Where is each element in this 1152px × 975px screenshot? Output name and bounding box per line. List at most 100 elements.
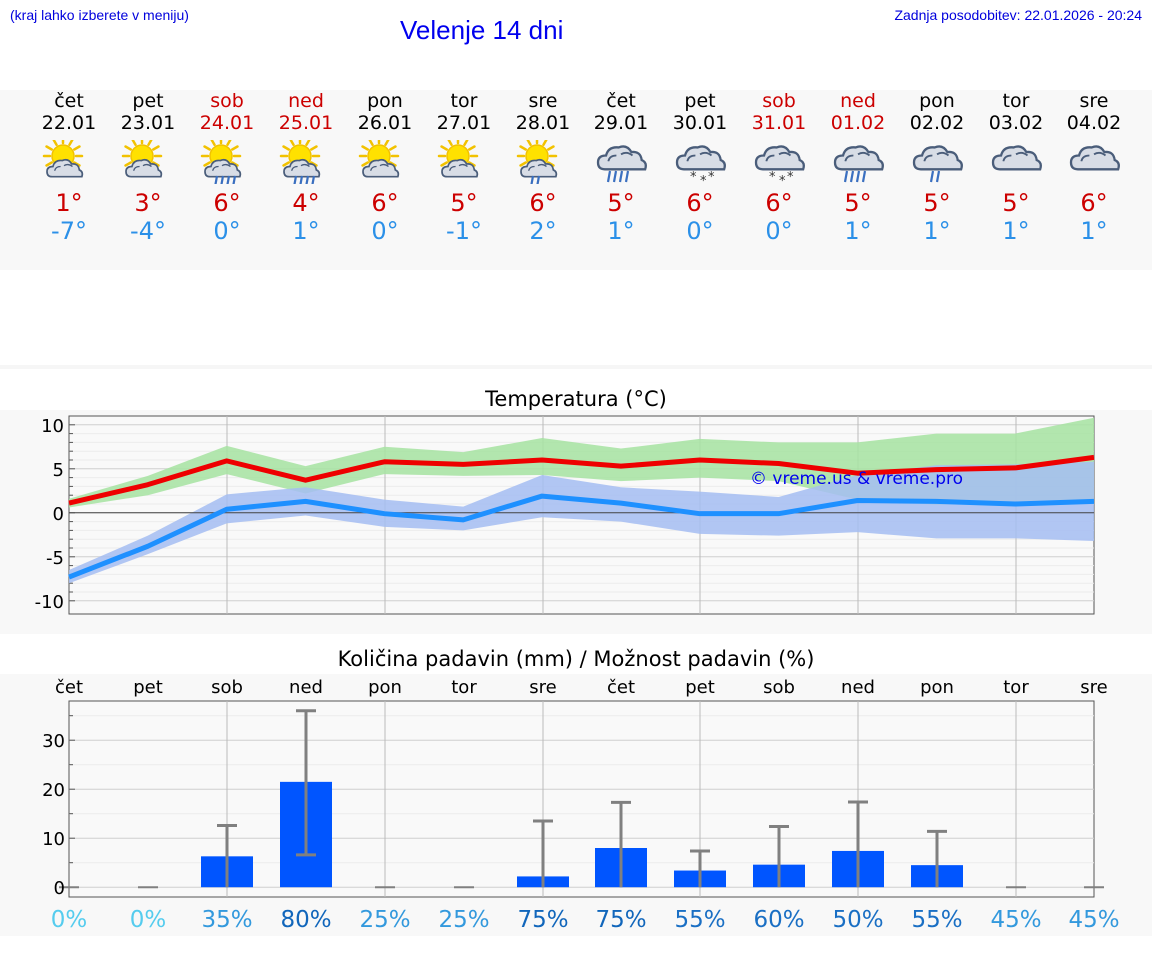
svg-text:*: *	[700, 174, 707, 184]
day-date: 25.01	[278, 112, 334, 134]
min-temperature: 1°	[1002, 217, 1030, 245]
cloud-icon	[976, 140, 1056, 184]
min-temperature: 0°	[686, 217, 714, 245]
last-update: Zadnja posodobitev: 22.01.2026 - 20:24	[894, 7, 1142, 23]
day-name: pon	[367, 90, 403, 112]
temperature-chart-title: Temperatura (°C)	[485, 387, 667, 411]
min-temperature: -1°	[446, 217, 482, 245]
sun-cloud-icon	[29, 140, 109, 184]
day-name: pon	[919, 90, 955, 112]
day-date: 31.01	[751, 112, 807, 134]
max-temperature: 6°	[371, 189, 399, 217]
precipitation-chance-label: 80%	[280, 907, 331, 933]
min-temperature: 1°	[607, 217, 635, 245]
precipitation-day-label: pet	[133, 677, 163, 698]
sun-cloud-icon	[108, 140, 188, 184]
temperature-y-tick-label: 10	[41, 416, 64, 437]
day-name: sre	[1079, 90, 1109, 112]
cloud-rain-icon	[818, 140, 898, 184]
day-date: 30.01	[672, 112, 728, 134]
day-name: čet	[606, 90, 636, 112]
precipitation-chance-label: 0%	[130, 907, 167, 933]
precipitation-day-label: sob	[763, 677, 795, 698]
day-date: 28.01	[515, 112, 571, 134]
page-title: Velenje 14 dni	[400, 15, 564, 45]
max-temperature: 5°	[607, 189, 635, 217]
min-temperature: 0°	[371, 217, 399, 245]
precipitation-day-label: čet	[55, 677, 83, 698]
day-name: sob	[762, 90, 796, 112]
sun-cloud-rain-icon	[187, 140, 267, 184]
day-column: pon 02.02 5° 1°	[897, 90, 977, 246]
temperature-y-tick-label: -10	[35, 592, 64, 613]
max-temperature: 6°	[213, 189, 241, 217]
cloud-icon	[1054, 140, 1134, 184]
svg-text:*: *	[787, 170, 794, 184]
max-temperature-line	[68, 454, 1095, 506]
daily-forecast-panel: čet 22.01 1° -7° pet 23.01 3° -4° sob 24.01 6° 0° ne…	[0, 90, 1152, 270]
svg-text:*: *	[769, 170, 776, 184]
min-temperature: 1°	[923, 217, 951, 245]
cloud-snow-icon: * * *	[660, 140, 740, 184]
precipitation-chart-title: Količina padavin (mm) / Možnost padavin …	[337, 647, 815, 671]
day-name: pet	[132, 90, 164, 112]
max-temperature: 3°	[134, 189, 162, 217]
precipitation-day-label: pet	[685, 677, 715, 698]
temperature-y-tick-label: 5	[53, 460, 64, 481]
day-name: sob	[210, 90, 244, 112]
min-temperature: 2°	[529, 217, 557, 245]
day-name: ned	[840, 90, 876, 112]
precipitation-y-tick-label: 20	[42, 780, 65, 801]
max-temperature: 4°	[292, 189, 320, 217]
day-column: tor 27.01 5° -1°	[424, 90, 504, 246]
min-temperature: 1°	[844, 217, 872, 245]
max-temperature: 1°	[55, 189, 83, 217]
day-name: sre	[528, 90, 558, 112]
day-name: pet	[684, 90, 716, 112]
svg-text:*: *	[779, 174, 786, 184]
svg-text:*: *	[690, 170, 697, 184]
day-column: pon 26.01 6° 0°	[345, 90, 425, 246]
day-column: ned 01.02 5° 1°	[818, 90, 898, 246]
max-temperature: 5°	[1002, 189, 1030, 217]
max-temperature: 5°	[923, 189, 951, 217]
day-date: 03.02	[988, 112, 1044, 134]
max-temperature: 5°	[844, 189, 872, 217]
day-date: 04.02	[1066, 112, 1122, 134]
precipitation-day-label: sob	[211, 677, 243, 698]
max-temperature: 6°	[765, 189, 793, 217]
min-temperature: -7°	[51, 217, 87, 245]
temperature-y-tick-label: -5	[46, 548, 64, 569]
precipitation-y-tick-label: 30	[42, 731, 65, 752]
sun-cloud-rain-icon	[266, 140, 346, 184]
day-name: ned	[288, 90, 324, 112]
precipitation-chance-label: 35%	[201, 907, 252, 933]
precipitation-chance-label: 45%	[990, 907, 1041, 933]
day-column: sre 28.01 6° 2°	[503, 90, 583, 246]
day-column: sob 24.01 6° 0°	[187, 90, 267, 246]
day-column: sre 04.02 6° 1°	[1054, 90, 1134, 246]
min-temperature: -4°	[130, 217, 166, 245]
sun-cloud-light-rain-icon	[503, 140, 583, 184]
min-temperature: 0°	[765, 217, 793, 245]
min-temperature: 0°	[213, 217, 241, 245]
precipitation-chance-label: 55%	[911, 907, 962, 933]
precipitation-chance-label: 25%	[359, 907, 410, 933]
precipitation-day-label: čet	[607, 677, 635, 698]
max-temperature: 6°	[686, 189, 714, 217]
precipitation-chance-label: 55%	[674, 907, 725, 933]
cloud-rain-icon	[581, 140, 661, 184]
cloud-snow-icon: * * *	[739, 140, 819, 184]
precipitation-y-tick-label: 0	[54, 878, 65, 899]
min-temperature-line	[68, 493, 1095, 580]
min-temperature: 1°	[1080, 217, 1108, 245]
day-date: 29.01	[593, 112, 649, 134]
min-temperature-band	[69, 461, 1094, 584]
precipitation-day-label: pon	[368, 677, 402, 698]
precipitation-day-label: tor	[451, 677, 477, 698]
precipitation-chance-label: 0%	[51, 907, 88, 933]
day-date: 23.01	[120, 112, 176, 134]
precipitation-y-tick-label: 10	[42, 829, 65, 850]
precipitation-chance-label: 45%	[1068, 907, 1119, 933]
